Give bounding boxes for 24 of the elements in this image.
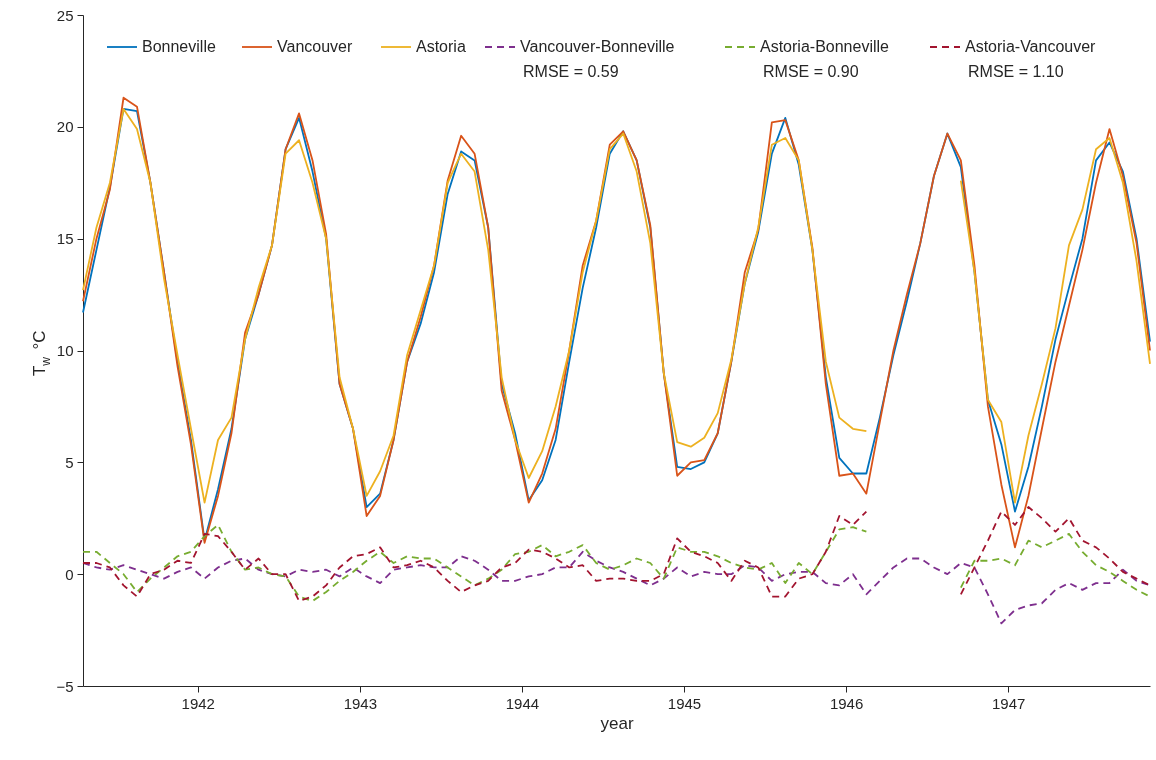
x-tick-label: 1942 [181, 694, 215, 712]
y-tick-label: 0 [65, 565, 74, 583]
x-tick-label: 1945 [667, 694, 702, 712]
legend-label: Astoria [416, 38, 466, 55]
x-tick-label: 1943 [343, 694, 378, 712]
x-tick-label: 1946 [829, 694, 864, 712]
legend-label: Astoria-Bonneville [760, 38, 890, 55]
x-tick-label: 1944 [505, 694, 540, 712]
y-tick-label: 25 [56, 6, 74, 24]
x-tick-label: 1947 [991, 694, 1026, 712]
legend-label: Vancouver-Bonneville [520, 38, 675, 55]
x-axis-title: year [600, 713, 634, 733]
annotation: RMSE = 0.90 [763, 63, 859, 80]
legend-label: Vancouver [277, 38, 353, 55]
y-tick-label: 5 [65, 453, 74, 471]
annotation: RMSE = 1.10 [968, 63, 1064, 80]
y-axis-title: Tw °C [30, 330, 53, 376]
y-tick-label: −5 [56, 677, 74, 695]
legend-label: Astoria-Vancouver [965, 38, 1097, 55]
y-tick-label: 20 [56, 118, 74, 136]
y-tick-label: 15 [56, 230, 74, 248]
y-tick-label: 10 [56, 342, 74, 359]
annotation: RMSE = 0.59 [523, 63, 619, 80]
legend-label: Bonneville [142, 38, 216, 55]
